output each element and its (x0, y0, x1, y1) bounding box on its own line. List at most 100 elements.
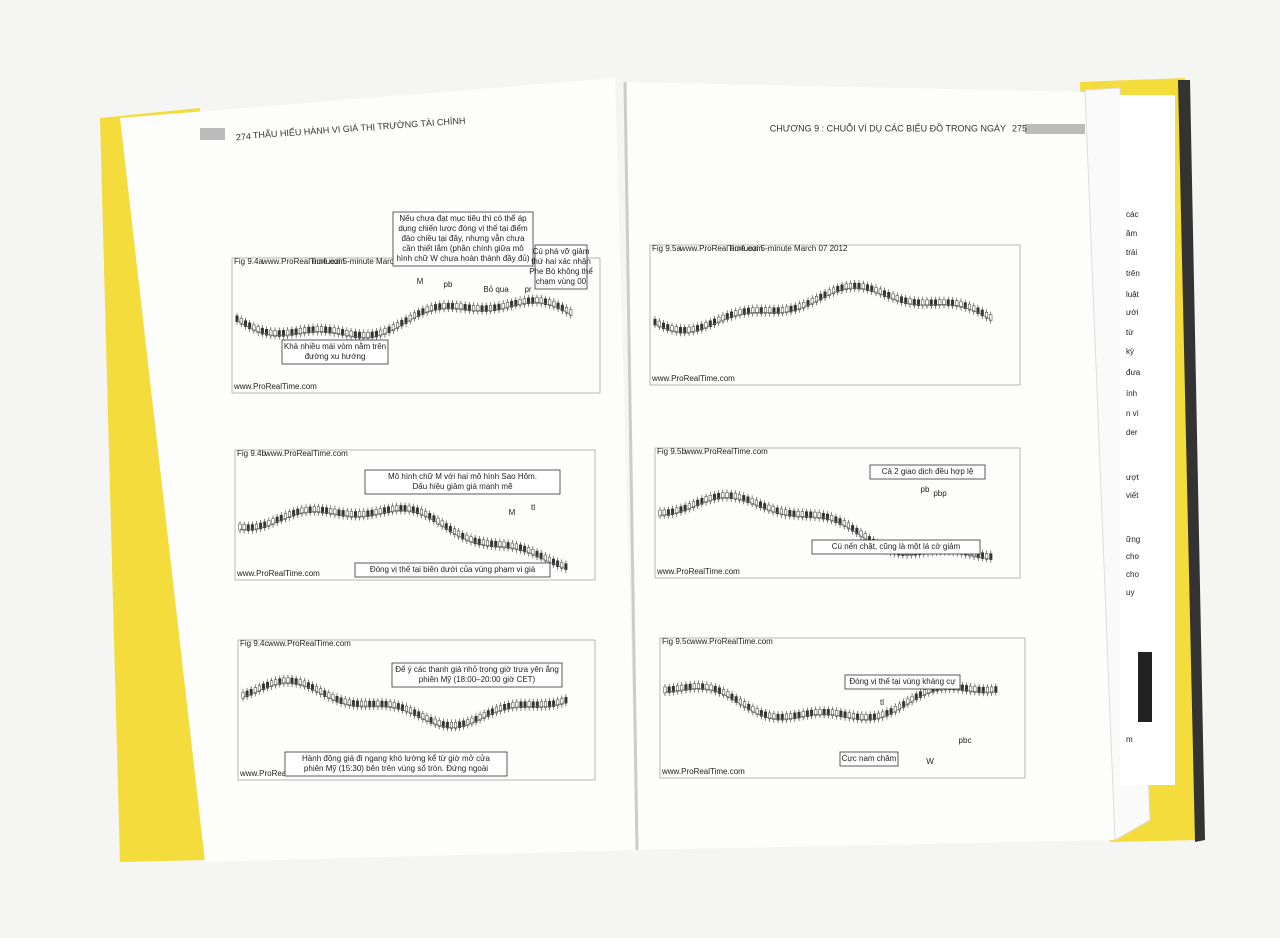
candle-body (661, 322, 666, 330)
chart-mark: Bỏ qua (483, 285, 509, 294)
candle-body (421, 713, 425, 720)
candle-body (885, 710, 889, 717)
candle-body (354, 511, 357, 518)
candle-body (859, 530, 863, 538)
candle-body (784, 713, 788, 721)
candle-body (315, 686, 319, 693)
candle-body (514, 299, 518, 307)
candle-body (938, 299, 942, 306)
candle-body (780, 307, 785, 314)
candle-body (325, 507, 329, 514)
annotation-text: Để ý các thanh giá nhỏ trong giờ trưa yê… (395, 665, 559, 674)
candle-body (270, 680, 274, 687)
candle-body (387, 326, 391, 334)
candle-body (391, 324, 395, 332)
annotation-box (869, 464, 986, 480)
text-fragment: uy (1126, 588, 1134, 597)
candle-body (548, 701, 552, 708)
candle-body (916, 299, 921, 306)
candle-body (473, 537, 477, 545)
moving-average (242, 682, 567, 728)
candle-body (396, 703, 400, 710)
candle-body (676, 685, 680, 692)
candle-body (989, 314, 993, 321)
source: www.ProRealTime.com (656, 567, 740, 576)
candle-body (985, 553, 989, 560)
candle-body (851, 525, 855, 532)
candle-body (353, 331, 357, 338)
candle-body (364, 700, 368, 708)
candle-body (822, 708, 826, 716)
candle-body (266, 681, 270, 689)
figure-frame (654, 447, 1021, 579)
header-bar (200, 128, 225, 140)
candle-body (470, 717, 474, 725)
candle-body (696, 499, 700, 507)
candle-body (246, 524, 250, 531)
candle-body (556, 699, 560, 707)
candle-body (733, 493, 737, 500)
candle-body (252, 324, 256, 332)
candle-body (442, 302, 446, 310)
candle-body (425, 715, 429, 722)
annotation-text: Cú phá vỡ giảm (533, 247, 590, 256)
annotation-box (839, 751, 899, 767)
annotation-box (392, 211, 534, 267)
candle-body (696, 683, 701, 690)
candle-body (842, 520, 846, 527)
candle-body (324, 326, 328, 334)
candle-body (556, 560, 560, 568)
candle-body (855, 527, 859, 535)
candle-body (271, 518, 275, 525)
candle-body (488, 305, 493, 312)
candle-body (433, 718, 437, 726)
candle-body (709, 684, 713, 692)
candle-body (904, 297, 908, 305)
candle-body (323, 690, 327, 697)
candle-body (347, 699, 351, 707)
candle-body (877, 712, 881, 720)
candle-body (336, 328, 340, 335)
candle-body (515, 701, 519, 709)
candle-body (395, 505, 399, 512)
candle-body (797, 303, 802, 311)
candle-body (700, 323, 704, 331)
candle-body (881, 711, 885, 719)
figure-frame (234, 449, 596, 581)
candle-body (531, 701, 535, 708)
candle-body (848, 282, 853, 290)
candle-body (283, 513, 287, 520)
candle-body (417, 310, 421, 317)
caption: eurfuezi 5-minute March 05 2012 (312, 257, 430, 266)
candle-body (507, 702, 511, 710)
candle-body (374, 509, 378, 516)
candle-body (918, 691, 922, 698)
candle-body (469, 536, 473, 543)
candle-body (415, 507, 419, 515)
candle-body (440, 520, 444, 528)
figure-label: Fig 9.4c (240, 639, 268, 648)
candle-body (856, 713, 860, 721)
candle-body (392, 702, 396, 709)
candle-body (399, 505, 403, 512)
candle-body (241, 692, 245, 699)
candle-body (878, 288, 882, 296)
candle-body (788, 510, 792, 517)
candle-body (472, 304, 476, 312)
candle-body (493, 304, 497, 312)
candle-body (531, 297, 535, 304)
candle-body (486, 710, 490, 717)
candle-body (925, 299, 929, 307)
annotation-text: Đóng vị thế tại biên dưới của vùng phạm … (370, 565, 536, 574)
figure-label: Fig 9.5c (662, 637, 690, 646)
candle-body (666, 509, 670, 516)
source: www.ProRealTime.com (689, 637, 773, 646)
candle-body (827, 289, 831, 297)
candle-body (814, 709, 818, 716)
figure-frame (237, 639, 596, 781)
candle-body (906, 698, 910, 706)
candle-body (337, 509, 341, 517)
candle-body (255, 523, 258, 531)
